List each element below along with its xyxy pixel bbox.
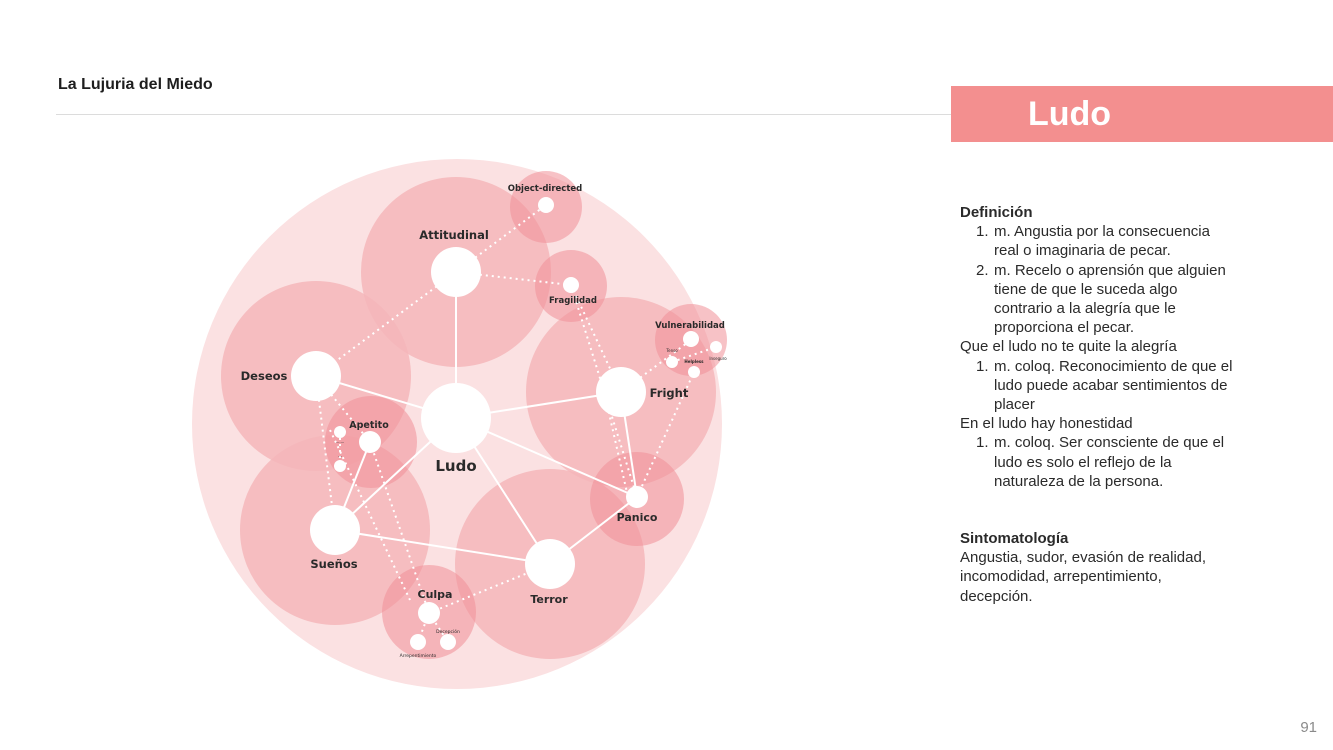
dotted-attitudinal-deseos <box>315 271 457 377</box>
dotted-fragilidad-panico <box>570 284 638 498</box>
definition-panel: Definición 1. m. Angustia por la consecu… <box>960 203 1235 606</box>
node-ludo <box>421 383 491 453</box>
label-apetito-sub-a: ······· <box>336 440 345 445</box>
label-apetito-sub-b: ··· <box>338 454 342 459</box>
header-divider <box>56 114 951 115</box>
alegria-number: 1. <box>976 357 989 375</box>
node-suenos <box>310 505 360 555</box>
honestidad-number: 1. <box>976 434 989 452</box>
label-helpless: Helpless <box>684 359 704 364</box>
definition-number: 1. <box>976 223 989 241</box>
label-arrepentimiento: Arrepentimiento <box>400 653 437 659</box>
definition-list: 1. m. Angustia por la consecuencia real … <box>960 222 1235 337</box>
dotted-fright-vulnerabilidad <box>620 339 692 393</box>
label-vulnerabilidad: Vulnerabilidad <box>655 321 725 331</box>
node-terror <box>525 539 575 589</box>
definition-item: 2. m. Recelo o aprensión que alguien tie… <box>960 261 1235 338</box>
node-culpa-decepcion <box>440 634 456 650</box>
label-fragilidad: Fragilidad <box>549 296 597 306</box>
panel-spacer <box>960 491 1235 529</box>
node-apetito <box>359 431 381 453</box>
label-attitudinal: Attitudinal <box>419 228 489 242</box>
label-ludo: Ludo <box>435 457 476 475</box>
honestidad-text: m. coloq. Ser consciente de que el ludo … <box>994 434 1225 490</box>
node-fright <box>596 367 646 417</box>
node-culpa <box>418 602 440 624</box>
sub-heading-alegria: Que el ludo no te quite la alegría <box>960 338 1177 356</box>
label-tenso: Tenso <box>665 348 678 353</box>
label-terror: Terror <box>530 593 568 606</box>
definition-text: m. Recelo o aprensión que alguien tiene … <box>994 261 1226 337</box>
definition-text: m. Angustia por la consecuencia real o i… <box>994 223 1210 260</box>
concept-map-diagram: Ludo Attitudinal Object-directed Fragili… <box>192 159 727 689</box>
honestidad-list: 1. m. coloq. Ser consciente de que el lu… <box>960 433 1235 491</box>
document-title: La Lujuria del Miedo <box>58 76 213 93</box>
label-suenos: Sueños <box>310 557 357 571</box>
label-deseos: Deseos <box>241 369 288 383</box>
label-decepcion: Decepción <box>436 628 460 635</box>
dotted-fright-panico <box>605 399 629 498</box>
node-object-directed <box>538 197 554 213</box>
page-number: 91 <box>1300 719 1317 736</box>
dotted-fragilidad-fright <box>570 284 622 393</box>
node-vuln-tenso <box>666 356 678 368</box>
label-fright: Fright <box>650 386 689 400</box>
node-culpa-arrepentimiento <box>410 634 426 650</box>
symptoms-text: Angustia, sudor, evasión de realidad, in… <box>960 549 1206 605</box>
node-panico <box>626 486 648 508</box>
node-vuln-inseguro <box>710 341 722 353</box>
dotted-deseos-apetito <box>315 375 371 443</box>
label-apetito: Apetito <box>349 420 389 431</box>
dotted-apetito-culpa <box>369 441 430 614</box>
dotted-panico-vulnerabilidad <box>636 371 695 498</box>
dotted-vuln-subs <box>671 346 717 363</box>
node-vulnerabilidad <box>683 331 699 347</box>
label-culpa: Culpa <box>418 588 453 601</box>
dotted-deseos-suenos <box>315 375 336 531</box>
label-panico: Panico <box>617 511 658 524</box>
node-vuln-helpless <box>688 366 700 378</box>
alegria-list: 1. m. coloq. Reconocimiento de que el lu… <box>960 357 1235 415</box>
label-object-directed: Object-directed <box>508 184 583 194</box>
alegria-text: m. coloq. Reconocimiento de que el ludo … <box>994 357 1233 414</box>
node-apetito-sub-b <box>334 460 346 472</box>
label-inseguro: Inseguro <box>709 356 727 361</box>
alegria-item: 1. m. coloq. Reconocimiento de que el lu… <box>960 357 1235 415</box>
section-title: Ludo <box>1027 95 1112 133</box>
link-suenos-terror <box>334 529 551 565</box>
node-apetito-sub-a <box>334 426 346 438</box>
node-fragilidad <box>563 277 579 293</box>
section-title-band: Ludo <box>951 86 1333 142</box>
dotted-deseos-culpa <box>329 429 411 601</box>
definition-heading: Definición <box>960 204 1033 221</box>
node-deseos <box>291 351 341 401</box>
honestidad-item: 1. m. coloq. Ser consciente de que el lu… <box>960 433 1235 491</box>
node-attitudinal <box>431 247 481 297</box>
definition-number: 2. <box>976 261 989 279</box>
symptoms-heading: Sintomatología <box>960 530 1069 548</box>
definition-item: 1. m. Angustia por la consecuencia real … <box>960 222 1235 260</box>
sub-heading-honestidad: En el ludo hay honestidad <box>960 415 1133 433</box>
